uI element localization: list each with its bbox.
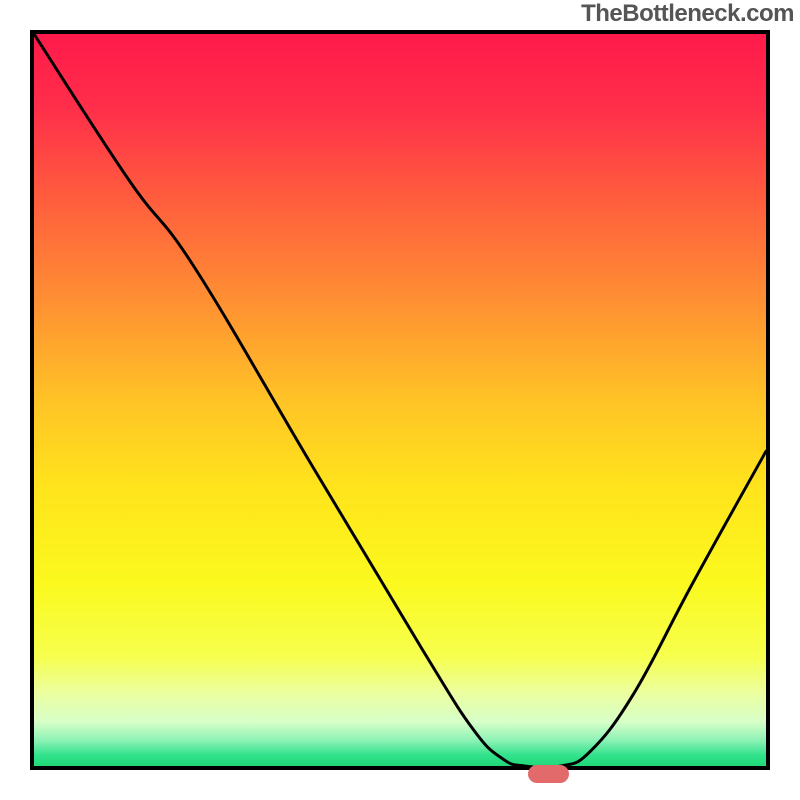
watermark-text: TheBottleneck.com: [581, 0, 794, 28]
bottleneck-chart: [30, 30, 770, 770]
bottleneck-curve: [34, 34, 766, 766]
curve-layer: [34, 34, 766, 766]
optimal-marker: [528, 765, 569, 783]
